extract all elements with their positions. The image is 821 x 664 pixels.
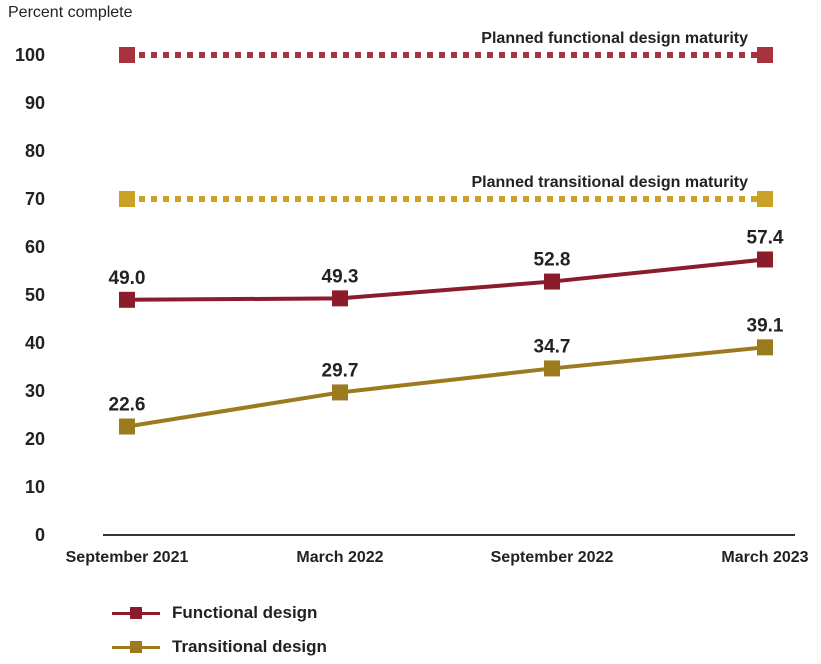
reference-line-label: Planned transitional design maturity (472, 174, 749, 191)
y-tick-label: 90 (25, 93, 45, 113)
data-label: 49.3 (322, 266, 359, 287)
data-point (544, 273, 560, 290)
legend-item-transitional-design: Transitional design (112, 630, 327, 664)
data-label: 29.7 (322, 360, 359, 381)
data-label: 52.8 (534, 250, 571, 271)
y-tick-label: 0 (35, 525, 45, 545)
y-tick-label: 70 (25, 189, 45, 209)
legend-item-functional-design: Functional design (112, 596, 327, 630)
line-chart: 0 10 20 30 40 50 60 70 80 90 100 September 2021 Marc… (15, 30, 809, 566)
data-point (757, 339, 773, 356)
series-line (126, 345, 766, 429)
reference-marker (119, 47, 135, 63)
legend-label-transitional: Transitional design (172, 637, 327, 656)
y-tick-label: 50 (25, 285, 45, 305)
data-point (119, 418, 135, 435)
reference-line-label: Planned functional design maturity (481, 30, 748, 47)
data-label: 34.7 (534, 336, 571, 357)
y-tick-label: 40 (25, 333, 45, 353)
x-tick-label: September 2021 (66, 549, 189, 566)
x-tick-label: March 2023 (721, 549, 808, 566)
data-label: 49.0 (109, 268, 146, 289)
y-tick-label: 100 (15, 45, 45, 65)
data-label: 39.1 (747, 315, 784, 336)
data-point (544, 360, 560, 377)
reference-marker (119, 191, 135, 207)
data-point (119, 291, 135, 308)
legend-line-transitional (112, 640, 160, 653)
legend-line-functional (112, 606, 160, 619)
reference-marker (757, 191, 773, 207)
data-label: 57.4 (747, 227, 784, 248)
x-tick-label: September 2022 (491, 549, 614, 566)
reference-marker (757, 47, 773, 63)
legend-square-marker-icon (130, 606, 142, 619)
data-point (332, 384, 348, 401)
legend-square-marker-icon (130, 640, 142, 653)
series-line (126, 257, 766, 302)
y-tick-label: 30 (25, 381, 45, 401)
data-point (332, 290, 348, 307)
y-tick-label: 60 (25, 237, 45, 257)
y-tick-label: 10 (25, 477, 45, 497)
legend: Functional design Transitional design (112, 596, 327, 664)
data-label: 22.6 (109, 395, 146, 416)
legend-label-functional: Functional design (172, 603, 318, 622)
data-point (757, 251, 773, 268)
x-tick-label: March 2022 (296, 549, 383, 566)
y-axis-title: Percent complete (8, 4, 133, 21)
y-tick-label: 80 (25, 141, 45, 161)
y-tick-label: 20 (25, 429, 45, 449)
